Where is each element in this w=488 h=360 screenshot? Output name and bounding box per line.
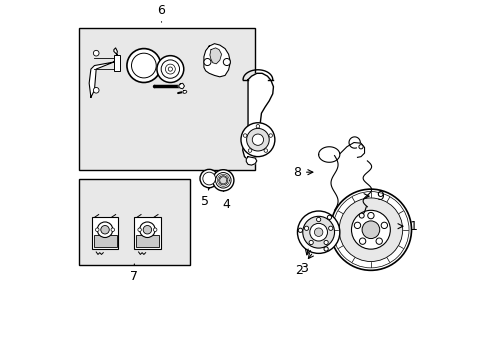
Bar (136, 235, 159, 247)
Text: 7: 7 (130, 270, 138, 283)
Circle shape (329, 189, 411, 270)
Text: 4: 4 (220, 186, 230, 211)
Circle shape (367, 212, 373, 219)
Circle shape (304, 226, 308, 230)
Polygon shape (203, 44, 230, 77)
Circle shape (161, 60, 179, 78)
Polygon shape (178, 83, 184, 89)
Circle shape (302, 216, 334, 248)
Circle shape (358, 145, 363, 149)
Circle shape (95, 228, 99, 231)
Circle shape (212, 170, 233, 191)
Circle shape (223, 58, 230, 66)
Circle shape (359, 213, 364, 218)
Circle shape (153, 228, 157, 231)
Bar (79, 28, 255, 170)
Circle shape (218, 176, 227, 185)
Circle shape (361, 221, 379, 239)
Circle shape (127, 49, 161, 82)
Circle shape (324, 240, 327, 244)
Circle shape (111, 228, 114, 231)
Circle shape (256, 125, 259, 128)
Circle shape (168, 67, 172, 71)
Circle shape (101, 225, 109, 234)
Circle shape (328, 226, 332, 230)
Circle shape (326, 215, 331, 220)
Circle shape (308, 240, 313, 244)
Circle shape (354, 222, 360, 229)
Circle shape (143, 225, 151, 234)
Circle shape (215, 172, 231, 188)
Circle shape (309, 223, 327, 241)
Text: 3: 3 (299, 249, 310, 275)
Circle shape (375, 238, 382, 244)
Circle shape (243, 134, 246, 137)
Circle shape (316, 217, 320, 222)
Polygon shape (242, 73, 273, 160)
Circle shape (380, 222, 386, 229)
Bar (92, 217, 118, 249)
Bar (134, 217, 161, 249)
Text: 9: 9 (363, 190, 383, 203)
Circle shape (297, 211, 339, 253)
Polygon shape (246, 157, 256, 165)
Circle shape (131, 53, 156, 78)
Circle shape (351, 210, 389, 249)
Circle shape (241, 123, 274, 157)
Circle shape (339, 198, 402, 261)
Text: 8: 8 (292, 166, 312, 179)
Circle shape (252, 134, 263, 145)
Circle shape (324, 247, 327, 251)
Circle shape (332, 192, 408, 268)
Circle shape (138, 228, 141, 231)
Circle shape (359, 238, 365, 244)
Circle shape (97, 222, 113, 238)
Bar (93, 235, 116, 247)
Circle shape (165, 64, 175, 74)
Circle shape (93, 87, 99, 93)
Text: 1: 1 (397, 220, 417, 233)
Polygon shape (89, 48, 117, 97)
Bar (114, 55, 120, 71)
Circle shape (248, 149, 251, 152)
Circle shape (157, 56, 183, 82)
Circle shape (246, 129, 269, 151)
Circle shape (264, 149, 267, 152)
Circle shape (268, 134, 272, 137)
Circle shape (203, 172, 215, 185)
Polygon shape (183, 90, 186, 94)
Circle shape (314, 228, 322, 237)
Circle shape (298, 228, 302, 233)
Circle shape (200, 169, 218, 188)
Text: 2: 2 (295, 253, 313, 277)
Circle shape (140, 222, 155, 238)
Text: 5: 5 (201, 183, 212, 208)
Bar (79, 179, 189, 265)
Polygon shape (209, 48, 221, 64)
Text: 6: 6 (157, 4, 165, 17)
Circle shape (93, 50, 99, 56)
Circle shape (203, 58, 210, 66)
